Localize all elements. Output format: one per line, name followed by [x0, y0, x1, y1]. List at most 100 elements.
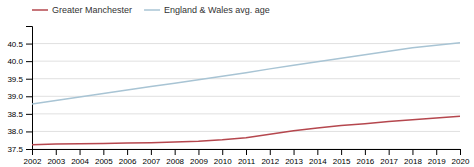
y-tick-label: 39.5 — [7, 75, 23, 84]
x-tick-label: 2017 — [380, 157, 398, 166]
x-tick-mark — [317, 149, 318, 155]
x-tick: 2008 — [166, 149, 184, 166]
y-tick-mark — [26, 131, 32, 132]
x-tick-label: 2015 — [333, 157, 351, 166]
x-tick-mark — [127, 149, 128, 155]
y-tick: 40.5 — [7, 40, 32, 49]
x-tick-label: 2018 — [404, 157, 422, 166]
axis-line — [26, 27, 33, 150]
chart: 2002 2003 2004 2005 2006 2007 2008 2009 2010 2011… — [0, 0, 474, 167]
x-tick-mark — [246, 149, 247, 155]
x-tick-label: 2020 — [452, 157, 470, 166]
x-tick-mark — [80, 149, 81, 155]
x-tick-label: 2006 — [119, 157, 137, 166]
y-tick: 39.5 — [7, 75, 32, 84]
axis-line — [33, 150, 461, 156]
x-tick: 2004 — [71, 149, 89, 166]
x-tick: 2020 — [452, 149, 470, 166]
x-tick-mark — [103, 149, 104, 155]
x-tick-mark — [222, 149, 223, 155]
x-tick-label: 2010 — [214, 157, 232, 166]
legend-label: Greater Manchester — [52, 5, 132, 15]
grid — [32, 44, 460, 149]
x-tick-mark — [365, 149, 366, 155]
x-tick: 2018 — [404, 149, 422, 166]
x-tick-label: 2005 — [95, 157, 113, 166]
x-tick-label: 2012 — [261, 157, 279, 166]
y-tick-mark — [26, 79, 32, 80]
y-axis: 37.5 38.0 38.5 39.0 39.5 40.0 40.5 — [7, 27, 32, 155]
x-tick-mark — [341, 149, 342, 155]
legend: Greater Manchester England & Wales avg. a… — [32, 5, 270, 15]
x-tick-label: 2008 — [166, 157, 184, 166]
y-tick-mark — [26, 149, 32, 150]
x-tick-label: 2013 — [285, 157, 303, 166]
lines — [32, 43, 460, 145]
y-tick-mark — [26, 44, 32, 45]
grid-line — [32, 131, 460, 132]
x-tick-mark — [56, 149, 57, 155]
x-tick-mark — [460, 149, 461, 155]
grid-line — [32, 78, 460, 79]
x-tick: 2013 — [285, 149, 303, 166]
legend-label: England & Wales avg. age — [164, 5, 270, 15]
legend-item: England & Wales avg. age — [144, 5, 270, 15]
x-tick: 2007 — [142, 149, 160, 166]
x-tick: 2019 — [428, 149, 446, 166]
x-tick: 2006 — [119, 149, 137, 166]
grid-line — [32, 113, 460, 114]
y-tick: 38.0 — [7, 127, 32, 136]
y-tick-mark — [26, 61, 32, 62]
x-tick: 2010 — [214, 149, 232, 166]
x-tick-mark — [294, 149, 295, 155]
y-tick-label: 37.5 — [7, 145, 23, 154]
series-line — [32, 116, 460, 144]
x-tick: 2003 — [47, 149, 65, 166]
legend-swatch — [144, 9, 160, 11]
x-tick-label: 2002 — [24, 157, 42, 166]
grid-line — [32, 43, 460, 44]
y-tick: 38.5 — [7, 110, 32, 119]
x-tick-mark — [436, 149, 437, 155]
legend-item: Greater Manchester — [32, 5, 132, 15]
y-tick-label: 38.5 — [7, 110, 23, 119]
legend-swatch — [32, 9, 48, 11]
x-tick: 2012 — [261, 149, 279, 166]
x-tick-label: 2014 — [309, 157, 327, 166]
x-tick-label: 2009 — [190, 157, 208, 166]
y-tick-mark — [26, 114, 32, 115]
x-tick-mark — [270, 149, 271, 155]
series-line — [32, 43, 460, 104]
y-tick: 37.5 — [7, 145, 32, 154]
x-tick-label: 2004 — [71, 157, 89, 166]
y-tick-label: 38.0 — [7, 127, 23, 136]
x-tick-mark — [412, 149, 413, 155]
x-tick: 2009 — [190, 149, 208, 166]
x-tick: 2017 — [380, 149, 398, 166]
x-tick-label: 2019 — [428, 157, 446, 166]
x-tick-label: 2007 — [142, 157, 160, 166]
x-tick-mark — [175, 149, 176, 155]
y-tick-mark — [26, 96, 32, 97]
x-tick: 2002 — [24, 149, 42, 166]
x-tick-label: 2016 — [356, 157, 374, 166]
y-tick-label: 40.5 — [7, 40, 23, 49]
grid-line — [32, 96, 460, 97]
grid-line — [32, 61, 460, 62]
x-tick-label: 2011 — [238, 157, 256, 166]
y-tick-label: 40.0 — [7, 57, 23, 66]
x-tick-mark — [198, 149, 199, 155]
x-axis: 2002 2003 2004 2005 2006 2007 2008 2009 2010 2011… — [24, 149, 470, 166]
y-tick: 39.0 — [7, 92, 32, 101]
x-tick: 2005 — [95, 149, 113, 166]
x-tick: 2016 — [356, 149, 374, 166]
x-tick: 2015 — [333, 149, 351, 166]
y-tick: 40.0 — [7, 57, 32, 66]
x-tick-mark — [151, 149, 152, 155]
x-tick: 2011 — [238, 149, 256, 166]
plot: 2002 2003 2004 2005 2006 2007 2008 2009 2010 2011… — [7, 27, 470, 166]
x-tick-mark — [389, 149, 390, 155]
x-tick-label: 2003 — [47, 157, 65, 166]
x-tick: 2014 — [309, 149, 327, 166]
y-tick-label: 39.0 — [7, 92, 23, 101]
